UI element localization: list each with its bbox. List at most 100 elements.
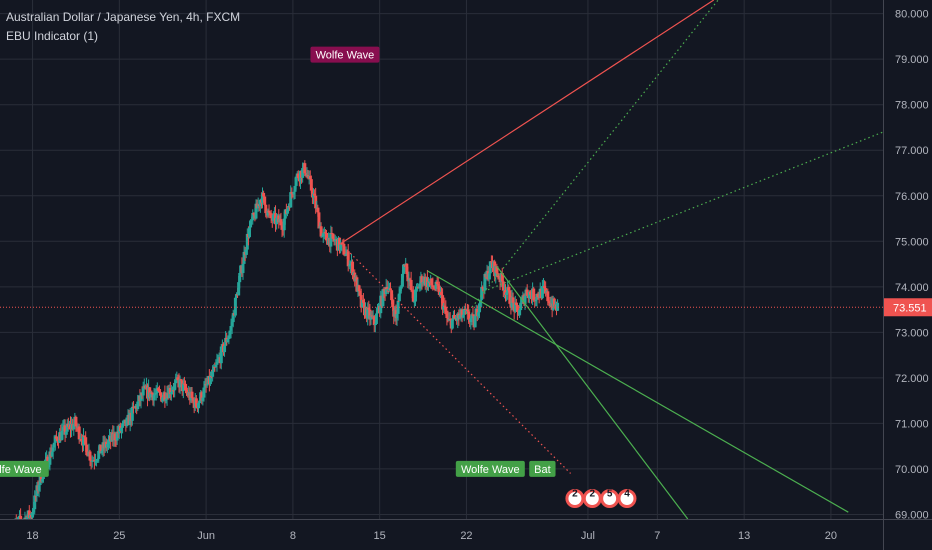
candle-body bbox=[303, 163, 307, 174]
candle-body bbox=[61, 427, 65, 431]
candle-body bbox=[426, 281, 430, 288]
candles bbox=[14, 160, 560, 519]
candle-body bbox=[329, 232, 333, 247]
candle-body bbox=[263, 196, 267, 205]
candle-body bbox=[382, 289, 386, 291]
candle-body bbox=[251, 212, 255, 221]
candle-body bbox=[262, 192, 266, 197]
candle-body bbox=[396, 300, 400, 314]
candle-body bbox=[342, 243, 346, 255]
y-tick-label: 73.000 bbox=[895, 327, 929, 339]
candle-body bbox=[261, 192, 265, 203]
candle-body bbox=[141, 388, 145, 396]
current-price-label: 73.551 bbox=[893, 302, 927, 314]
candle-body bbox=[483, 273, 487, 291]
candle-body bbox=[84, 437, 88, 445]
candle-body bbox=[347, 265, 351, 267]
candle-body bbox=[72, 424, 76, 430]
candle-body bbox=[406, 274, 410, 282]
candle-body bbox=[397, 293, 401, 301]
candle-body bbox=[95, 460, 99, 462]
candle-body bbox=[395, 313, 399, 319]
candle-body bbox=[316, 207, 320, 213]
candle-body bbox=[294, 176, 298, 186]
candle-body bbox=[268, 212, 272, 214]
candle-body bbox=[252, 212, 256, 215]
candle-body bbox=[338, 237, 342, 250]
candle-body bbox=[361, 299, 365, 303]
candle-body bbox=[355, 277, 359, 292]
candle-body bbox=[163, 392, 167, 401]
point-marker-label: 2 bbox=[590, 489, 596, 500]
pattern-label: Bat bbox=[534, 464, 551, 476]
candle-body bbox=[341, 243, 345, 245]
candle-body bbox=[313, 193, 317, 196]
candle-body bbox=[198, 400, 202, 404]
candle-body bbox=[226, 338, 230, 342]
candle-body bbox=[74, 416, 78, 427]
candle-body bbox=[497, 277, 501, 279]
candle-body bbox=[39, 472, 43, 482]
wolfe-line bbox=[427, 270, 849, 513]
candle-body bbox=[50, 451, 54, 457]
candle-body bbox=[37, 485, 41, 491]
candle-body bbox=[88, 451, 92, 461]
candle-body bbox=[114, 440, 118, 442]
candle-body bbox=[533, 300, 537, 302]
candle-body bbox=[411, 290, 415, 302]
candle-body bbox=[360, 299, 364, 308]
candle-body bbox=[450, 319, 454, 329]
candle-body bbox=[219, 346, 223, 364]
wolfe-line bbox=[496, 265, 689, 519]
y-tick-label: 70.000 bbox=[895, 464, 929, 476]
candle-body bbox=[271, 214, 275, 221]
candle-body bbox=[178, 379, 182, 388]
candle-body bbox=[148, 387, 152, 398]
candle-body bbox=[314, 195, 318, 209]
candle-body bbox=[169, 392, 173, 395]
candle-body bbox=[179, 379, 183, 381]
candle-body bbox=[130, 406, 134, 421]
candle-body bbox=[458, 314, 462, 319]
candle-body bbox=[375, 310, 379, 314]
candle-body bbox=[481, 287, 485, 289]
pattern-label: olfe Wave bbox=[0, 464, 42, 476]
candle-body bbox=[436, 284, 440, 286]
candle-body bbox=[90, 460, 94, 462]
candle-body bbox=[131, 406, 135, 408]
candle-body bbox=[381, 289, 385, 307]
candle-body bbox=[421, 281, 425, 284]
candle-body bbox=[402, 264, 406, 274]
candle-body bbox=[369, 315, 373, 320]
indicator-label[interactable]: EBU Indicator (1) bbox=[6, 29, 99, 43]
candle-body bbox=[552, 298, 556, 307]
candle-body bbox=[415, 287, 419, 290]
candle-body bbox=[156, 388, 160, 391]
candle-body bbox=[292, 191, 296, 195]
wolfe-line bbox=[340, 243, 572, 474]
pattern-label: Wolfe Wave bbox=[461, 464, 520, 476]
x-tick-label: 7 bbox=[654, 530, 660, 542]
candle-body bbox=[518, 310, 522, 316]
candle-body bbox=[400, 273, 404, 287]
candle-body bbox=[228, 330, 232, 336]
candle-body bbox=[534, 299, 538, 301]
y-tick-label: 78.000 bbox=[895, 100, 929, 112]
candle-body bbox=[544, 288, 548, 293]
candle-body bbox=[319, 226, 323, 237]
candle-body bbox=[453, 315, 457, 319]
candle-body bbox=[241, 263, 245, 274]
candle-body bbox=[233, 297, 237, 316]
current-price-tag bbox=[884, 298, 932, 317]
candle-body bbox=[173, 383, 177, 391]
candle-body bbox=[408, 279, 412, 281]
candle-body bbox=[227, 335, 231, 339]
candle-body bbox=[181, 383, 185, 392]
candle-body bbox=[231, 313, 235, 323]
candle-body bbox=[96, 458, 100, 461]
candle-body bbox=[467, 311, 471, 320]
pattern-label-bg bbox=[455, 460, 525, 477]
candle-body bbox=[258, 199, 262, 207]
wolfe-lines bbox=[340, 0, 883, 519]
